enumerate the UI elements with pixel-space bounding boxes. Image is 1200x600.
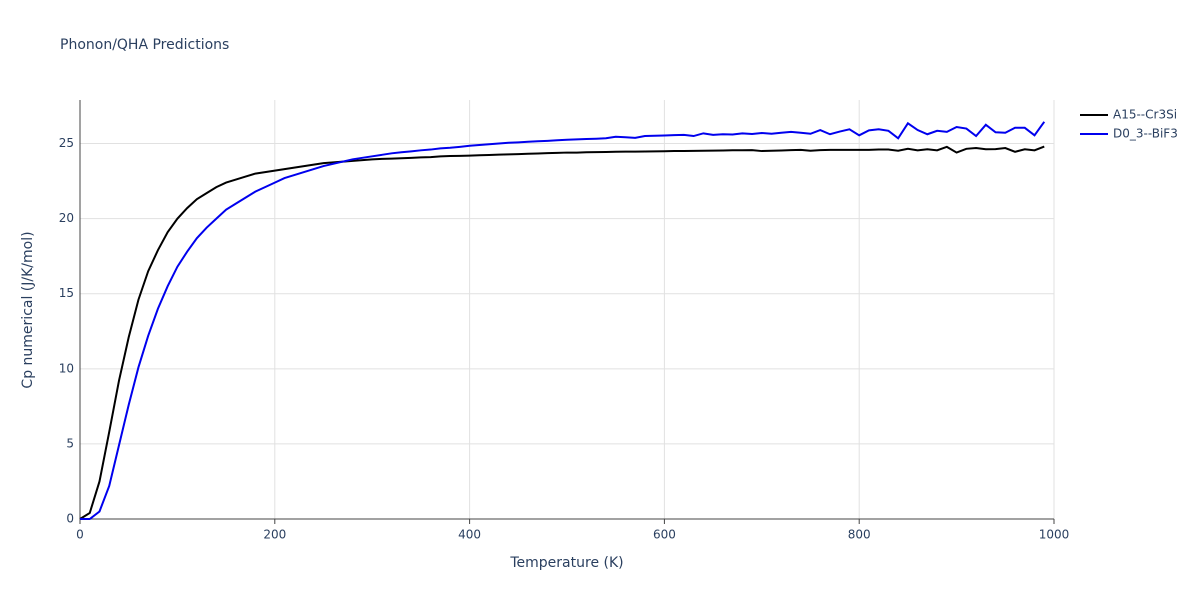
chart-title: Phonon/QHA Predictions <box>60 37 229 53</box>
y-tick-label: 20 <box>59 211 74 225</box>
y-tick-label: 5 <box>66 436 74 450</box>
legend-label: D0_3--BiF3 <box>1113 127 1178 141</box>
x-tick-label: 400 <box>458 528 481 542</box>
x-tick-label: 0 <box>76 528 84 542</box>
x-tick-label: 600 <box>653 528 676 542</box>
y-tick-label: 15 <box>59 286 74 300</box>
x-axis-label: Temperature (K) <box>509 555 623 571</box>
y-tick-label: 25 <box>59 136 74 150</box>
y-tick-label: 0 <box>66 512 74 526</box>
legend-label: A15--Cr3Si <box>1113 108 1177 122</box>
series-line <box>80 121 1046 520</box>
series-line <box>79 145 1045 520</box>
x-tick-label: 200 <box>263 528 286 542</box>
y-axis-label: Cp numerical (J/K/mol) <box>20 231 36 388</box>
y-tick-label: 10 <box>59 361 74 375</box>
x-tick-label: 1000 <box>1039 528 1070 542</box>
x-tick-label: 800 <box>848 528 871 542</box>
